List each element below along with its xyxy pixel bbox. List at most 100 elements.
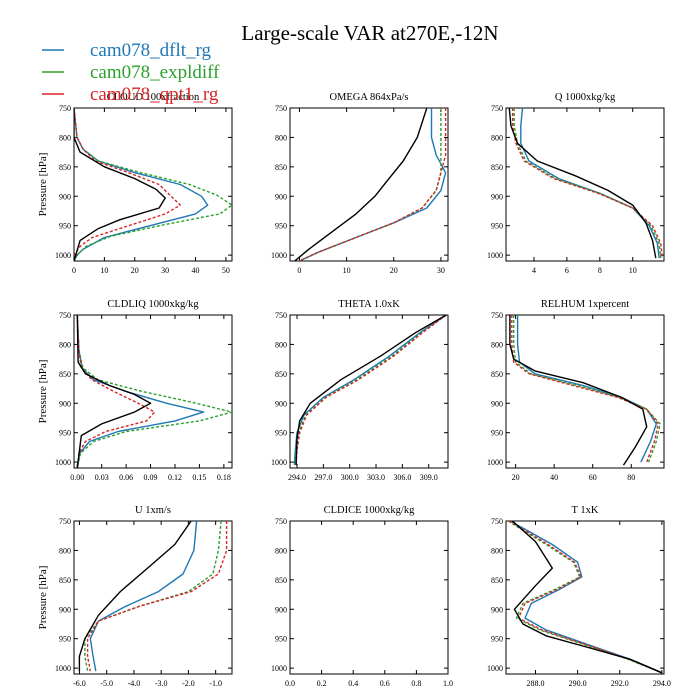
plot-frame <box>73 107 233 262</box>
y-tick-label: 800 <box>491 546 503 555</box>
series-line-3 <box>508 521 663 674</box>
x-tick-label: 6 <box>565 266 569 275</box>
y-tick-label: 900 <box>59 605 71 614</box>
y-tick-label: 1000 <box>487 251 503 260</box>
x-tick-label: -4.0 <box>128 679 141 688</box>
y-tick-label: 900 <box>275 605 287 614</box>
y-tick-label: 800 <box>59 340 71 349</box>
x-tick-label: 303.0 <box>367 473 385 482</box>
series-line-3 <box>299 108 447 261</box>
series-line-4 <box>76 315 152 468</box>
y-axis-label: Pressure [hPa] <box>37 153 49 217</box>
x-tick-label: 60 <box>589 473 597 482</box>
series-line-4 <box>295 315 447 466</box>
y-tick-label: 850 <box>491 576 503 585</box>
y-tick-label: 900 <box>491 605 503 614</box>
x-tick-label: -2.0 <box>182 679 195 688</box>
y-tick-label: 900 <box>491 192 503 201</box>
x-tick-label: 10 <box>100 266 108 275</box>
x-tick-label: 290.0 <box>569 679 587 688</box>
x-tick-label: 0 <box>72 266 76 275</box>
series-line-2 <box>513 315 661 463</box>
panel-7: U 1xm/s Pressure [hPa] 750 800 850 900 950 1000… <box>37 505 233 688</box>
y-tick-label: 900 <box>59 399 71 408</box>
panel-6: RELHUM 1xpercent 750 800 850 900 950 1000 20 40 6… <box>487 299 665 482</box>
x-tick-label: 0.0 <box>285 679 295 688</box>
y-tick-label: 800 <box>59 133 71 142</box>
panel-9: T 1xK 750 800 850 900 950 1000 288.0 290.0 292.0 2… <box>487 505 671 688</box>
x-tick-label: 0.06 <box>119 473 133 482</box>
y-tick-label: 900 <box>491 399 503 408</box>
y-tick-label: 950 <box>59 635 71 644</box>
x-tick-label: 0.15 <box>192 473 206 482</box>
panel-8: CLDICE 1000xkg/kg 750 800 850 900 950 1000 0.0 0… <box>271 505 453 688</box>
x-tick-label: -6.0 <box>73 679 86 688</box>
y-tick-label: 900 <box>275 399 287 408</box>
series-line-1 <box>74 108 209 261</box>
x-tick-label: 20 <box>512 473 520 482</box>
panel-title: CLOUD 100xfraction <box>107 92 200 103</box>
panel-title: OMEGA 864xPa/s <box>329 92 408 103</box>
x-tick-label: 10 <box>343 266 351 275</box>
x-tick-label: -3.0 <box>155 679 168 688</box>
series-line-1 <box>89 521 198 672</box>
figure-title: Large-scale VAR at270E,-12N <box>241 21 498 45</box>
x-tick-label: 1.0 <box>443 679 453 688</box>
y-tick-label: 750 <box>275 104 287 113</box>
x-tick-label: 30 <box>161 266 169 275</box>
panel-1: CLOUD 100xfraction Pressure [hPa] 750 800 85… <box>37 92 233 275</box>
y-tick-label: 950 <box>59 429 71 438</box>
x-tick-label: 0.18 <box>217 473 231 482</box>
x-tick-label: -1.0 <box>209 679 222 688</box>
series-line-3 <box>511 108 664 259</box>
x-tick-label: 294.0 <box>288 473 306 482</box>
x-tick-label: 297.0 <box>314 473 332 482</box>
series-line-2 <box>74 108 232 261</box>
plot-frame <box>289 107 449 262</box>
y-tick-label: 750 <box>491 517 503 526</box>
y-tick-label: 900 <box>59 192 71 201</box>
y-tick-label: 850 <box>59 163 71 172</box>
series-line-2 <box>294 315 447 466</box>
x-tick-label: 0.4 <box>348 679 358 688</box>
panel-2: OMEGA 864xPa/s 750 800 850 900 950 1000 0 10 20 30 <box>271 92 449 275</box>
series-line-1 <box>509 521 663 674</box>
x-tick-label: 0.09 <box>144 473 158 482</box>
x-tick-label: 292.0 <box>611 679 629 688</box>
y-tick-label: 1000 <box>271 251 287 260</box>
x-tick-label: 294.0 <box>653 679 671 688</box>
series-line-3 <box>86 521 228 672</box>
y-tick-label: 800 <box>275 340 287 349</box>
y-tick-label: 800 <box>275 546 287 555</box>
panel-title: U 1xm/s <box>135 505 171 516</box>
series-line-1 <box>299 108 447 261</box>
y-tick-label: 1000 <box>55 664 71 673</box>
x-tick-label: 8 <box>598 266 602 275</box>
panel-title: CLDLIQ 1000xkg/kg <box>107 299 199 310</box>
x-tick-label: 20 <box>390 266 398 275</box>
y-tick-label: 850 <box>491 370 503 379</box>
series-line-1 <box>516 315 657 463</box>
y-tick-label: 750 <box>275 517 287 526</box>
x-tick-label: 309.0 <box>420 473 438 482</box>
y-tick-label: 1000 <box>55 251 71 260</box>
x-tick-label: 288.0 <box>526 679 544 688</box>
plot-frame <box>289 314 449 469</box>
y-tick-label: 850 <box>275 163 287 172</box>
x-tick-label: 0.2 <box>317 679 327 688</box>
y-tick-label: 850 <box>275 370 287 379</box>
x-tick-label: 40 <box>550 473 558 482</box>
y-tick-label: 850 <box>491 163 503 172</box>
y-tick-label: 750 <box>59 517 71 526</box>
legend-entry: cam078_qpt1_rg <box>90 84 219 105</box>
x-tick-label: 40 <box>192 266 200 275</box>
series-line-3 <box>511 315 659 463</box>
panel-title: T 1xK <box>572 505 599 516</box>
x-tick-label: -5.0 <box>100 679 113 688</box>
legend: cam078_dflt_rgcam078_expldiffcam078_qpt1… <box>42 40 220 105</box>
plot-frame <box>73 314 233 469</box>
y-tick-label: 850 <box>275 576 287 585</box>
series-line-3 <box>74 108 182 261</box>
series-line-4 <box>78 521 192 672</box>
